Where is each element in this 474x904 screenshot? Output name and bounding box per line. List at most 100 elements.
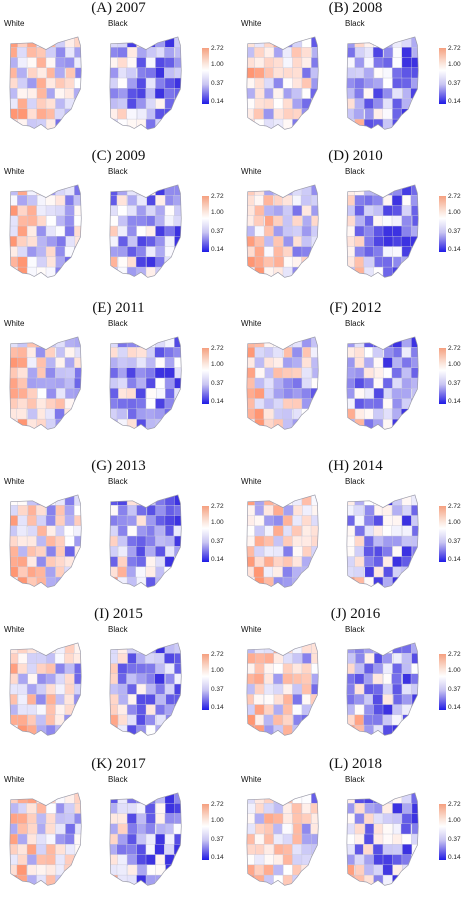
- white-map-2: [246, 36, 319, 130]
- legend-tick: 0.14: [448, 704, 461, 711]
- panel-9: (I) 2015 White Black 2.72 1.00 0.37 0.14: [0, 606, 237, 754]
- white-label: White: [241, 167, 262, 176]
- legend-tick: 2.72: [448, 193, 461, 200]
- legend-tick: 0.37: [448, 686, 461, 693]
- legend-tick: 0.37: [448, 380, 461, 387]
- white-label: White: [241, 625, 262, 634]
- legend-tick: 1.00: [448, 61, 461, 68]
- legend-tick: 1.00: [448, 209, 461, 216]
- black-label: Black: [345, 625, 365, 634]
- legend-tick: 2.72: [211, 193, 224, 200]
- panel-12: (L) 2018 White Black 2.72 1.00 0.37 0.14: [237, 756, 474, 904]
- white-label: White: [4, 477, 25, 486]
- panel-title: (I) 2015: [94, 606, 143, 622]
- black-map-11: [109, 792, 182, 886]
- black-label: Black: [108, 775, 128, 784]
- legend-tick: 0.37: [448, 538, 461, 545]
- white-map-7: [9, 494, 82, 588]
- panel-title: (J) 2016: [330, 606, 381, 622]
- panel-title: (E) 2011: [92, 300, 145, 316]
- legend-tick: 1.00: [448, 361, 461, 368]
- legend-colorbar: [439, 804, 446, 860]
- legend-tick: 0.14: [448, 398, 461, 405]
- panel-5: (E) 2011 White Black 2.72 1.00 0.37 0.14: [0, 300, 237, 448]
- legend-tick: 0.37: [211, 80, 224, 87]
- black-label: Black: [345, 167, 365, 176]
- legend-tick: 2.72: [448, 45, 461, 52]
- legend-tick: 1.00: [448, 667, 461, 674]
- white-map-3: [9, 184, 82, 278]
- legend-colorbar: [202, 348, 209, 404]
- legend-tick: 0.37: [211, 836, 224, 843]
- black-map-3: [109, 184, 182, 278]
- legend-colorbar: [202, 804, 209, 860]
- legend-colorbar: [439, 506, 446, 562]
- legend-tick: 0.14: [448, 556, 461, 563]
- legend-colorbar: [439, 48, 446, 104]
- panel-10: (J) 2016 White Black 2.72 1.00 0.37 0.14: [237, 606, 474, 754]
- black-map-12: [346, 792, 419, 886]
- black-label: Black: [108, 319, 128, 328]
- black-map-8: [346, 494, 419, 588]
- legend-tick: 1.00: [211, 667, 224, 674]
- legend-tick: 0.14: [211, 246, 224, 253]
- panel-title: (F) 2012: [329, 300, 382, 316]
- white-label: White: [241, 19, 262, 28]
- legend-colorbar: [439, 348, 446, 404]
- panel-1: (A) 2007 White Black 2.72 1.00 0.37 0.14: [0, 0, 237, 148]
- legend-tick: 2.72: [211, 801, 224, 808]
- black-map-1: [109, 36, 182, 130]
- legend-tick: 0.14: [448, 246, 461, 253]
- black-label: Black: [108, 19, 128, 28]
- black-label: Black: [345, 19, 365, 28]
- panel-2: (B) 2008 White Black 2.72 1.00 0.37 0.14: [237, 0, 474, 148]
- white-map-9: [9, 642, 82, 736]
- white-map-8: [246, 494, 319, 588]
- panel-title: (C) 2009: [91, 148, 146, 164]
- legend-colorbar: [202, 506, 209, 562]
- legend-tick: 0.14: [211, 398, 224, 405]
- panel-title: (G) 2013: [91, 458, 146, 474]
- legend-tick: 1.00: [211, 209, 224, 216]
- legend-tick: 0.37: [211, 538, 224, 545]
- panel-title: (K) 2017: [91, 756, 146, 772]
- legend-tick: 0.14: [211, 854, 224, 861]
- legend-tick: 1.00: [211, 61, 224, 68]
- white-map-10: [246, 642, 319, 736]
- panel-title: (L) 2018: [329, 756, 382, 772]
- legend-tick: 0.14: [211, 556, 224, 563]
- panel-11: (K) 2017 White Black 2.72 1.00 0.37 0.14: [0, 756, 237, 904]
- legend-tick: 0.14: [211, 98, 224, 105]
- panel-8: (H) 2014 White Black 2.72 1.00 0.37 0.14: [237, 458, 474, 606]
- legend-tick: 2.72: [448, 651, 461, 658]
- black-map-9: [109, 642, 182, 736]
- legend-tick: 1.00: [211, 361, 224, 368]
- legend-tick: 2.72: [448, 503, 461, 510]
- panel-4: (D) 2010 White Black 2.72 1.00 0.37 0.14: [237, 148, 474, 296]
- legend-tick: 0.37: [211, 228, 224, 235]
- black-map-2: [346, 36, 419, 130]
- legend-tick: 0.14: [448, 98, 461, 105]
- black-label: Black: [108, 167, 128, 176]
- black-map-4: [346, 184, 419, 278]
- legend-colorbar: [202, 196, 209, 252]
- panel-title: (A) 2007: [91, 0, 146, 16]
- white-map-11: [9, 792, 82, 886]
- white-label: White: [241, 477, 262, 486]
- legend-colorbar: [202, 48, 209, 104]
- panel-title: (D) 2010: [328, 148, 383, 164]
- white-label: White: [4, 319, 25, 328]
- legend-tick: 0.37: [448, 228, 461, 235]
- white-label: White: [241, 775, 262, 784]
- legend-tick: 1.00: [448, 519, 461, 526]
- legend-tick: 0.14: [211, 704, 224, 711]
- legend-tick: 1.00: [448, 817, 461, 824]
- black-label: Black: [108, 625, 128, 634]
- panel-title: (B) 2008: [328, 0, 383, 16]
- black-map-7: [109, 494, 182, 588]
- legend-tick: 0.37: [448, 80, 461, 87]
- white-map-12: [246, 792, 319, 886]
- legend-tick: 0.37: [448, 836, 461, 843]
- white-label: White: [4, 167, 25, 176]
- legend-tick: 2.72: [211, 503, 224, 510]
